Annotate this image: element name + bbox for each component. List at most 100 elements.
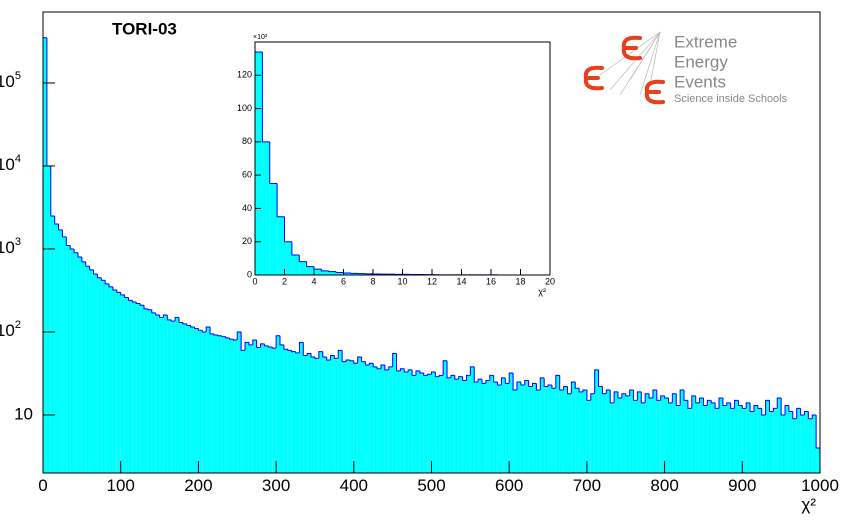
bar (808, 419, 812, 473)
bar (688, 408, 692, 473)
bar (101, 280, 105, 473)
y-multiplier: ×10³ (253, 34, 268, 41)
x-tick-label: 6 (341, 277, 346, 287)
bar (641, 403, 645, 473)
bar (470, 367, 474, 473)
bar (74, 253, 78, 473)
bar (661, 396, 665, 473)
bar (268, 347, 272, 473)
y-tick-label: 10 (14, 404, 33, 423)
bar (350, 361, 354, 473)
bar (602, 394, 606, 473)
y-tick-label: 40 (242, 203, 252, 213)
y-tick-base: 10 (0, 72, 15, 91)
bar (307, 267, 314, 275)
bar (521, 385, 525, 473)
x-tick-label: 16 (486, 277, 496, 287)
bar (393, 354, 397, 473)
y-tick-exponent: 5 (15, 70, 21, 82)
bar (377, 369, 381, 473)
bar (525, 381, 529, 473)
bar (513, 390, 517, 473)
bar (571, 382, 575, 473)
bar (711, 403, 715, 473)
bar (179, 323, 183, 473)
bar (206, 327, 210, 473)
bar (684, 400, 688, 473)
bar (428, 374, 432, 473)
bar (272, 348, 276, 473)
x-tick-label: 1000 (801, 476, 839, 495)
y-tick-label: 120 (237, 70, 252, 80)
bar (314, 269, 321, 275)
bar (451, 375, 455, 473)
bar (389, 367, 393, 473)
x-axis-title: χ² (538, 286, 546, 296)
bar (167, 320, 171, 473)
bar (769, 412, 773, 473)
bar (505, 383, 509, 473)
x-tick-label: 500 (417, 476, 445, 495)
bar (183, 324, 187, 473)
bar (583, 390, 587, 473)
bar (262, 142, 269, 275)
bar (163, 315, 167, 473)
bar (299, 262, 306, 275)
bar (540, 378, 544, 473)
bar (789, 412, 793, 473)
bar (634, 400, 638, 473)
bar (210, 334, 214, 473)
bar (610, 403, 614, 473)
bar (292, 352, 296, 473)
x-tick-label: 800 (650, 476, 678, 495)
bar (649, 398, 653, 473)
bar (455, 379, 459, 473)
bar (618, 398, 622, 473)
bar (261, 344, 265, 473)
bar (132, 302, 136, 473)
bar (653, 390, 657, 473)
bar (195, 329, 199, 473)
x-tick-label: 100 (107, 476, 135, 495)
bar (365, 365, 369, 473)
bar (400, 369, 404, 473)
logo-text: Events (674, 72, 726, 91)
bar (816, 448, 820, 473)
x-tick-label: 2 (282, 277, 287, 287)
bar (692, 396, 696, 473)
bar (323, 357, 327, 473)
bar (766, 400, 770, 473)
bar (672, 394, 676, 473)
bar (731, 408, 735, 473)
bar (801, 415, 805, 473)
bar (478, 379, 482, 473)
x-tick-label: 14 (456, 277, 466, 287)
bar (140, 305, 144, 473)
logo-tagline: Science inside Schools (674, 93, 788, 105)
x-tick-label: 12 (427, 277, 437, 287)
y-tick-label: 20 (242, 236, 252, 246)
bar (97, 278, 101, 473)
y-tick-base: 10 (0, 238, 15, 257)
bar (408, 370, 412, 473)
bar (128, 300, 132, 473)
bar (62, 237, 66, 473)
bar (432, 372, 436, 473)
bar (463, 381, 467, 473)
bar (424, 375, 428, 473)
bar (125, 298, 129, 473)
bar (229, 339, 233, 473)
bar (439, 375, 443, 473)
bar (797, 408, 801, 473)
bar (404, 372, 408, 473)
bar (715, 408, 719, 473)
logo-text: Extreme (674, 32, 737, 51)
bar (700, 398, 704, 473)
bar (171, 321, 175, 473)
bar (412, 375, 416, 473)
bar (152, 313, 156, 473)
bar (319, 352, 323, 473)
bar (474, 382, 478, 473)
bar (416, 371, 420, 473)
